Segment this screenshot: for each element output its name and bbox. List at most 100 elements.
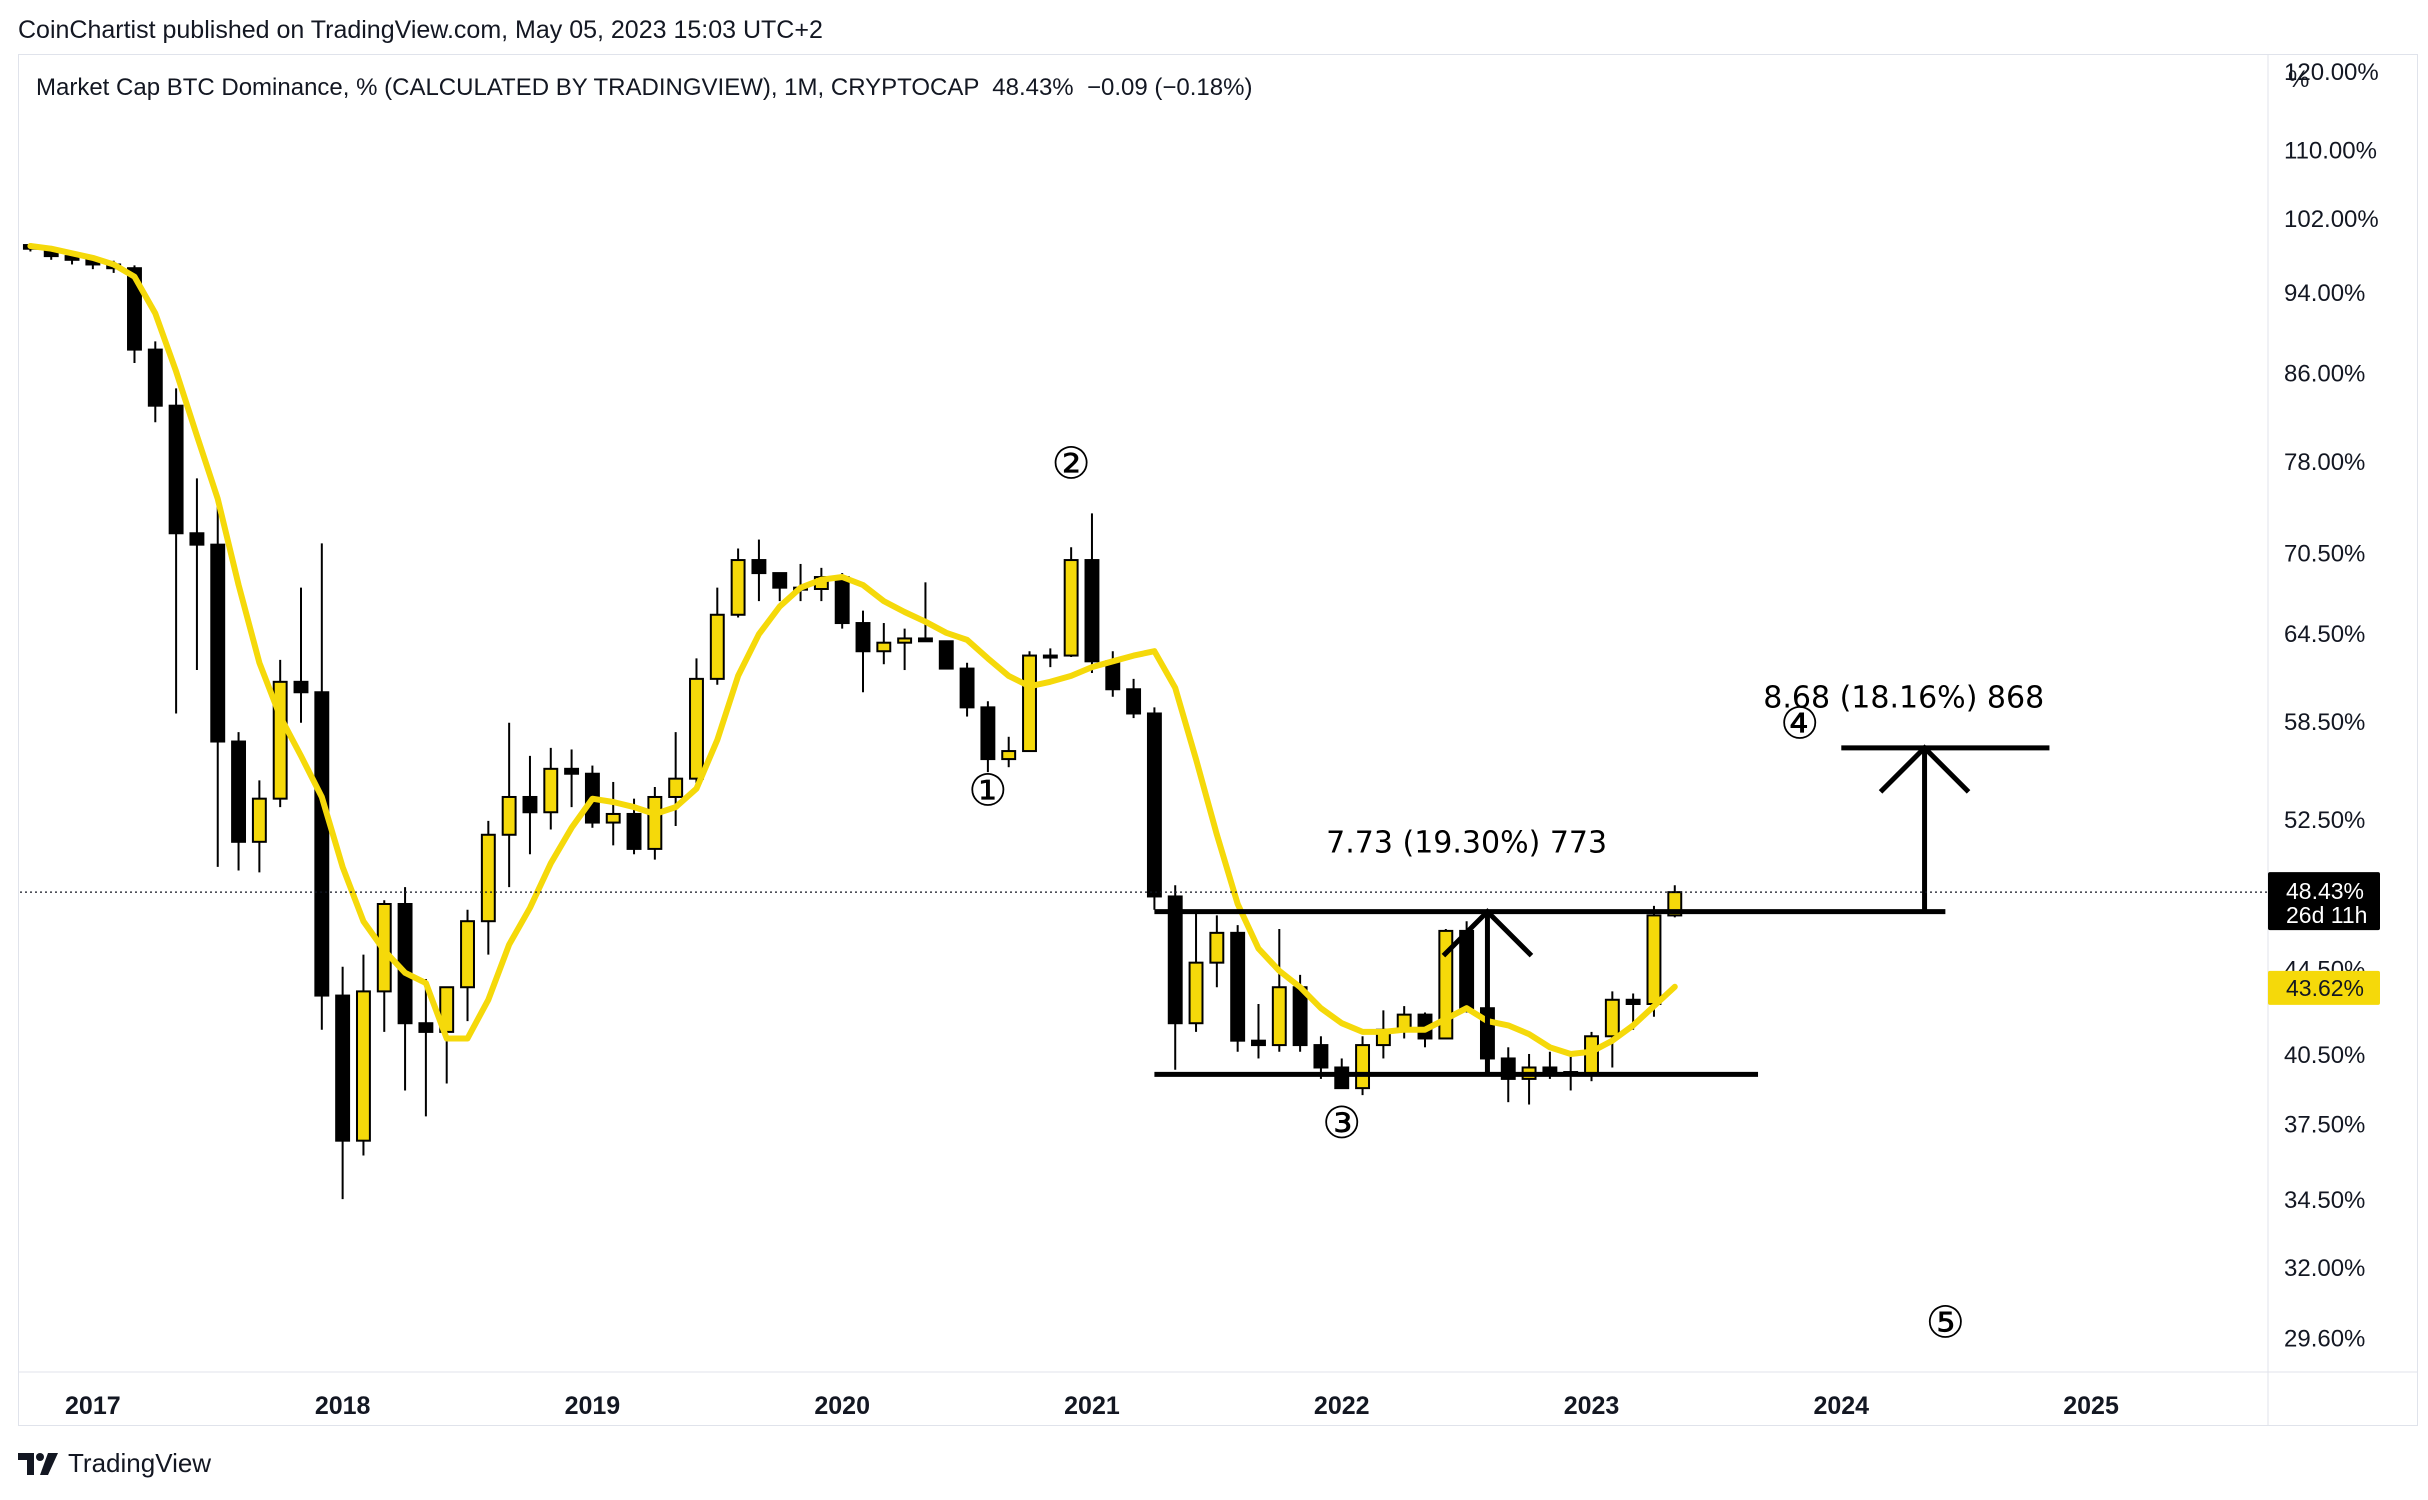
symbol-title: Market Cap BTC Dominance, % (CALCULATED … xyxy=(36,74,1253,101)
candle-up xyxy=(1042,654,1058,659)
wave-label-5: ⑤ xyxy=(1926,1298,1965,1349)
target-arrow-head xyxy=(1878,744,1971,794)
candle-down xyxy=(314,691,330,997)
time-tick-label: 2023 xyxy=(1564,1392,1620,1420)
measure-target-label: 8.68 (18.16%) 868 xyxy=(1763,680,2044,715)
candle-down xyxy=(1167,895,1183,1025)
candle-down xyxy=(293,680,309,694)
candle-up xyxy=(897,637,913,644)
candle-up xyxy=(1646,914,1662,1005)
candle-up xyxy=(876,641,892,653)
candle-up xyxy=(689,677,704,780)
time-tick-label: 2022 xyxy=(1314,1392,1370,1420)
candle-down xyxy=(855,622,871,653)
candle-up xyxy=(1063,559,1079,657)
time-tick-label: 2018 xyxy=(315,1392,371,1420)
candle-down xyxy=(564,767,580,775)
candle-up xyxy=(730,559,746,616)
candle-down xyxy=(522,795,538,814)
candle-up xyxy=(1584,1035,1599,1076)
candle-down xyxy=(1334,1066,1350,1090)
moving-average-line xyxy=(27,243,1678,1057)
price-tick-label: 37.50% xyxy=(2284,1112,2365,1139)
candle-down xyxy=(1459,929,1475,1010)
price-tick-label: 64.50% xyxy=(2284,621,2365,648)
candle-down xyxy=(335,994,351,1142)
bar-countdown-label: 26d 11h xyxy=(2286,902,2367,928)
price-tick-label: 34.50% xyxy=(2284,1187,2365,1214)
candle-down xyxy=(751,559,767,575)
time-tick-label: 2017 xyxy=(65,1392,121,1420)
candle-up xyxy=(1001,750,1017,761)
candle-down xyxy=(231,740,247,843)
candle-up xyxy=(355,990,371,1142)
candle-up xyxy=(709,613,725,680)
time-tick-label: 2021 xyxy=(1064,1392,1120,1420)
candle-down xyxy=(938,640,954,670)
candle-down xyxy=(210,543,226,743)
price-tick-label: 86.00% xyxy=(2284,360,2365,387)
candle-up xyxy=(543,767,559,814)
candle-up xyxy=(647,795,663,850)
time-tick-label: 2020 xyxy=(814,1392,870,1420)
candle-down xyxy=(168,404,184,535)
ma-price-label: 43.62% xyxy=(2286,975,2364,1001)
tradingview-logo-icon xyxy=(18,1452,58,1475)
candle-down xyxy=(1251,1039,1266,1047)
price-tick-label: 52.50% xyxy=(2284,807,2365,834)
price-tick-label: 58.50% xyxy=(2284,709,2365,736)
price-tick-label: 102.00% xyxy=(2284,206,2379,233)
time-tick-label: 2025 xyxy=(2063,1392,2119,1420)
last-price-label: 48.43% xyxy=(2286,878,2364,904)
price-tick-label: 120.00% xyxy=(2284,59,2379,86)
candle-down xyxy=(772,572,788,589)
price-tick-label: 29.60% xyxy=(2284,1326,2365,1353)
candle-up xyxy=(460,920,475,989)
candle-up xyxy=(1271,986,1287,1047)
price-tick-label: 70.50% xyxy=(2284,540,2365,567)
candle-down xyxy=(1625,998,1641,1005)
candle-down xyxy=(917,637,933,643)
measure-arrow-head xyxy=(1441,908,1534,958)
candle-down xyxy=(1230,931,1246,1042)
candle-up xyxy=(605,812,621,824)
candle-up xyxy=(1438,929,1454,1040)
candle-up xyxy=(251,797,267,843)
candle-up xyxy=(480,833,496,923)
candle-down xyxy=(127,267,142,351)
tradingview-brand: TradingView xyxy=(68,1448,212,1478)
candle-down xyxy=(959,667,975,709)
price-tick-label: 32.00% xyxy=(2284,1255,2365,1282)
price-tick-label: 94.00% xyxy=(2284,280,2365,307)
published-by-caption: CoinChartist published on TradingView.co… xyxy=(18,16,823,44)
candle-down xyxy=(1084,559,1100,663)
candle-up xyxy=(1209,931,1225,964)
candle-down xyxy=(1313,1044,1329,1069)
candle-down xyxy=(1126,688,1142,715)
tradingview-logo[interactable]: TradingView xyxy=(18,1448,211,1479)
candle-down xyxy=(189,532,205,546)
price-tick-label: 78.00% xyxy=(2284,449,2365,476)
wave-label-3: ③ xyxy=(1322,1098,1361,1149)
candle-up xyxy=(1355,1044,1371,1090)
chart-frame xyxy=(18,54,2418,1426)
wave-label-4: ④ xyxy=(1780,698,1819,749)
time-tick-label: 2019 xyxy=(565,1392,621,1420)
candle-down xyxy=(834,576,850,625)
ma-price-badge xyxy=(2268,970,2380,1005)
last-price-badge xyxy=(2268,872,2380,931)
price-axis-unit: % xyxy=(2288,66,2310,93)
candle-up xyxy=(501,795,517,836)
candle-down xyxy=(626,812,642,850)
candle-up xyxy=(668,777,684,798)
candle-down xyxy=(418,1022,434,1033)
time-tick-label: 2024 xyxy=(1813,1392,1869,1420)
candle-down xyxy=(1542,1066,1558,1074)
candle-up xyxy=(1604,998,1620,1038)
wave-label-2: ② xyxy=(1051,438,1090,489)
measure-range-label: 7.73 (19.30%) 773 xyxy=(1326,825,1607,860)
candle-up xyxy=(1022,654,1037,753)
candle-down xyxy=(1146,712,1162,898)
price-tick-label: 40.50% xyxy=(2284,1042,2365,1069)
